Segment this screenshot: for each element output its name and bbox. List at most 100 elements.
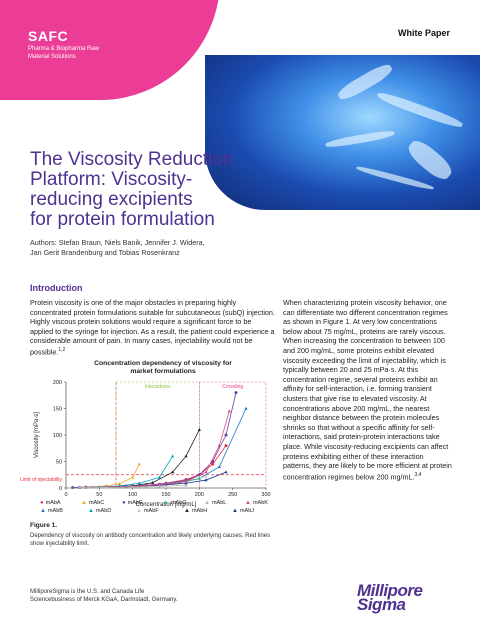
data-point-mAbA [211,462,215,466]
data-point-mAbB [217,465,221,468]
intro-paragraph-left: Protein viscosity is one of the major ob… [30,298,275,357]
legend-label: mAbL [211,500,227,506]
data-point-mAbC [131,475,135,479]
hero-image [205,55,480,210]
series-line-mAbE [79,392,237,488]
region-box [115,381,200,489]
legend-item: ▲ mAbB [40,508,82,514]
legend-marker-icon: ▲ [245,500,251,506]
legend-item: ▲ mAbD [88,508,130,514]
legend-label: mAbD [95,508,112,514]
intro-paragraph-right: When characterizing protein viscosity be… [283,298,453,482]
legend-label: mAbF [143,508,159,514]
legend-item: ● mAbA [40,500,75,506]
safc-logo: SAFC [28,28,69,44]
page-title: The Viscosity Reduction Platform: Viscos… [30,150,290,230]
data-point-mAbE [234,391,238,395]
authors-line: Jan Gerit Brandenburg and Tobias Rosenkr… [30,248,180,257]
x-tick-label: 300 [261,492,270,498]
data-point-mAbB [71,485,75,489]
series-line-mAbD [79,455,174,488]
legend-marker-icon: ▲ [163,500,169,506]
data-point-mAbH [197,427,201,431]
data-point-mAbK [227,409,231,413]
data-point-mAbF [204,474,208,478]
x-tick-label: 50 [96,492,102,498]
series-line-mAbK [79,411,230,488]
document-type-label: White Paper [397,28,450,38]
data-point-mAbJ [184,481,188,485]
legend-item: ▲ mAbF [136,508,178,514]
region-label: Crowding [222,384,243,390]
series-line-mAbC [79,463,140,488]
logo-line: Millipore [357,581,423,600]
data-point-mAbB [244,406,248,410]
authors-line: Authors: Stefan Braun, Niels Banik, Jenn… [30,238,205,247]
x-tick-label: 250 [228,492,237,498]
data-point-mAbJ [204,478,208,482]
data-point-mAbG [197,476,201,480]
x-tick-label: 200 [195,492,204,498]
data-point-mAbK [217,443,221,447]
figure-label: Figure 1. [30,522,58,529]
legend-label: mAbB [47,508,63,514]
safc-tagline-line2: Material Solutions [28,54,76,60]
data-point-mAbH [171,470,175,474]
data-point-mAbK [184,479,188,483]
title-line: Platform: Viscosity- [30,169,193,190]
intro-text: When characterizing protein viscosity be… [283,298,452,482]
safc-tagline: Pharma & Biopharma Raw Material Solution… [28,45,148,61]
x-tick-label: 150 [161,492,170,498]
legend-marker-icon: ▲ [136,508,142,514]
data-point-mAbL [184,483,188,487]
footer-text: MilliporeSigma is the U.S. and Canada Li… [30,589,178,603]
y-tick-label: 50 [56,460,62,466]
data-point-mAbE [224,433,228,437]
y-tick-label: 200 [53,380,62,386]
legend-label: mAbA [45,500,61,506]
title-line: for protein formulation [30,209,215,230]
data-point-mAbK [157,483,161,487]
legend-marker-icon: ● [122,500,126,506]
legend-marker-icon: ▲ [40,508,46,514]
y-tick-label: 0 [59,486,62,492]
legend-item: ▲ mAbK [245,500,280,506]
data-point-mAbJ [224,470,228,474]
x-axis-label: Concentration [mg/mL] [136,502,197,508]
legend-marker-icon: ● [40,500,44,506]
data-point-mAbD [157,475,161,479]
legend-item: ▲ mAbH [184,508,226,514]
legend-label: mAbK [252,500,268,506]
data-point-mAbK [204,470,208,474]
legend-marker-icon: ▲ [232,508,238,514]
figure-caption: Dependency of viscosity on antibody conc… [30,533,271,547]
legend-item: ▲ mAbJ [232,508,274,514]
authors: Authors: Stefan Braun, Niels Banik, Jenn… [30,238,330,258]
data-point-mAbC [137,462,141,466]
data-point-mAbL [157,484,161,488]
legend-item: ▲ mAbC [81,500,116,506]
legend-label: mAbE [127,500,143,506]
data-point-mAbL [104,485,108,489]
legend-marker-icon: ▲ [81,500,87,506]
legend-row: ● mAbA ▲ mAbC ● mAbE ▲ mAbG ▲ mAbL ▲ mAbK [40,500,280,506]
data-point-mAbD [171,454,175,458]
viscosity-chart: Concentration dependency of viscosity fo… [20,360,278,525]
series-line-mAbH [79,429,200,488]
limit-label: Limit of injectability [20,477,62,483]
legend-marker-icon: ▲ [88,508,94,514]
region-box [199,381,267,489]
x-tick-label: 0 [64,492,67,498]
legend-item: ● mAbE [122,500,157,506]
y-tick-label: 100 [53,433,62,439]
legend-marker-icon: ▲ [204,500,210,506]
legend-item: ▲ mAbG [163,500,198,506]
legend-label: mAbH [191,508,208,514]
x-tick-label: 100 [128,492,137,498]
y-tick-label: 150 [53,407,62,413]
citation: 1,2 [58,346,66,353]
data-point-mAbD [137,481,141,485]
chart-title: Concentration dependency of viscosity fo… [94,360,232,375]
legend-marker-icon: ▲ [184,508,190,514]
data-point-mAbC [117,481,121,485]
